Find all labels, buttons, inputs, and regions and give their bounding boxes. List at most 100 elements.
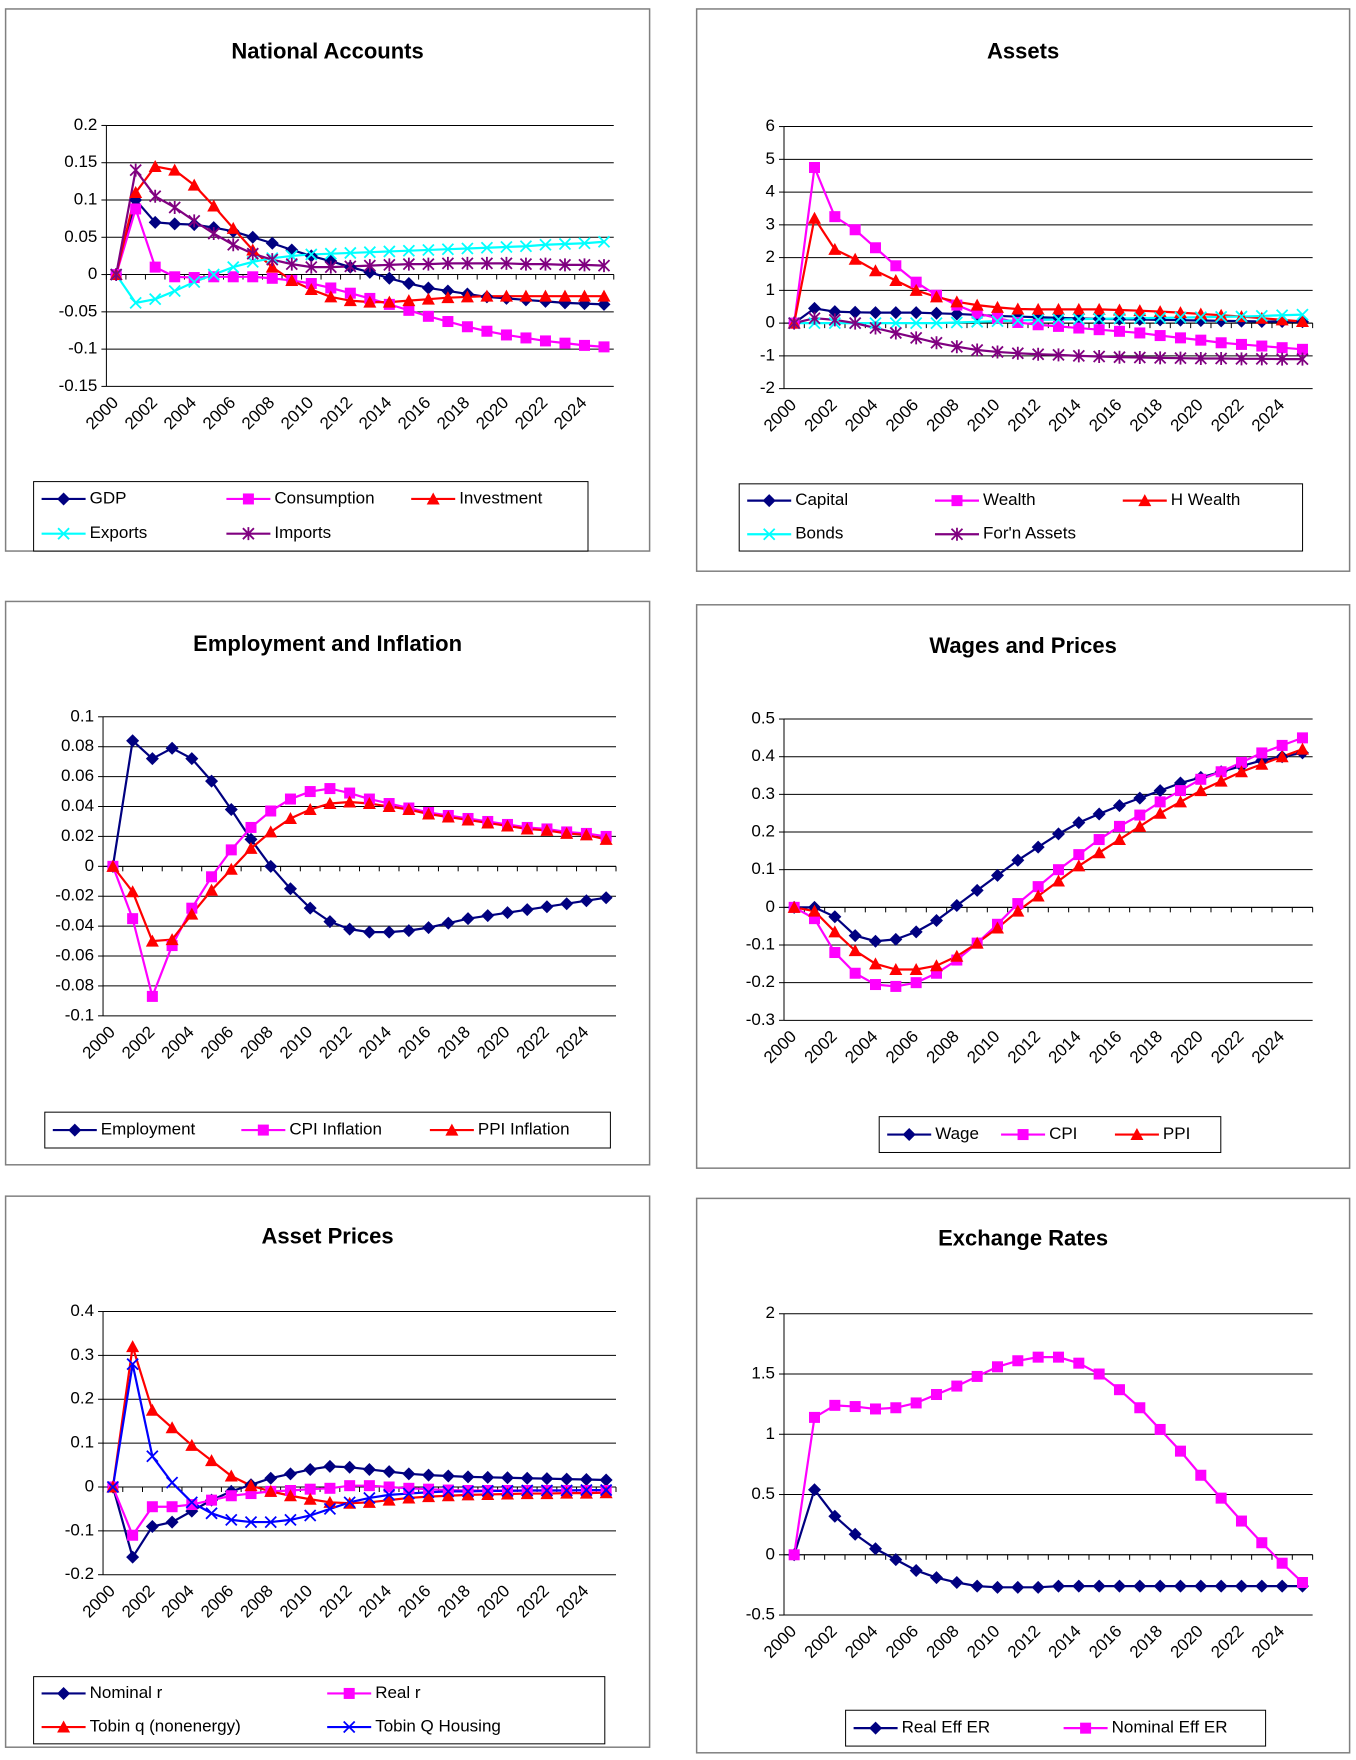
legend-marker (57, 527, 70, 540)
data-point (481, 1487, 495, 1500)
data-point (1032, 1351, 1044, 1363)
data-point (599, 1486, 613, 1499)
data-point (1296, 732, 1308, 744)
data-point (929, 306, 943, 320)
data-point (950, 316, 963, 329)
data-point (910, 276, 922, 288)
data-point (929, 959, 943, 972)
data-point (382, 295, 396, 308)
data-point (245, 821, 257, 833)
data-point (344, 1480, 356, 1492)
data-point (460, 290, 474, 303)
data-point (499, 289, 513, 302)
data-point (1112, 833, 1126, 846)
legend-marker (869, 1721, 883, 1735)
data-point (1011, 1580, 1025, 1594)
y-tick-label: 0.5 (751, 1484, 775, 1503)
data-point (421, 281, 435, 295)
chart-frame (695, 1197, 1351, 1754)
data-point (382, 1465, 396, 1479)
data-point (244, 1479, 258, 1492)
data-point (422, 310, 434, 322)
legend-box (33, 1676, 606, 1745)
data-point (480, 256, 494, 270)
data-point (1012, 316, 1024, 328)
data-point (1154, 311, 1167, 325)
data-point (145, 1519, 159, 1533)
data-point (402, 244, 416, 257)
data-point (304, 249, 318, 263)
data-point (909, 283, 923, 296)
data-point (1073, 322, 1085, 334)
data-point (127, 1529, 139, 1541)
y-tick-label: -0.08 (55, 975, 94, 994)
data-point (520, 822, 534, 835)
data-point (442, 316, 454, 328)
data-point (402, 803, 416, 816)
data-point (423, 1483, 435, 1495)
data-point (226, 221, 240, 234)
data-point (1215, 1492, 1227, 1504)
data-point (461, 1488, 475, 1501)
y-tick-label: 0.4 (70, 1301, 94, 1320)
data-point (165, 1421, 179, 1434)
data-point (207, 227, 220, 241)
data-point (1295, 314, 1309, 327)
data-point (1011, 346, 1024, 360)
data-point (1134, 327, 1146, 339)
y-tick-label: -0.1 (68, 339, 97, 358)
data-point (461, 912, 475, 926)
data-point (1092, 1579, 1106, 1593)
legend-marker (426, 492, 440, 505)
data-point (1276, 1557, 1288, 1569)
data-point (168, 284, 181, 298)
data-point (599, 1473, 613, 1487)
data-point (828, 313, 841, 327)
y-tick-label: -1 (760, 345, 775, 364)
data-point (227, 271, 239, 283)
y-tick-label: 1.5 (751, 1364, 775, 1383)
data-point (829, 947, 841, 959)
y-tick-label: -0.06 (55, 946, 94, 965)
legend-label: Consumption (274, 488, 374, 507)
data-point (362, 797, 376, 810)
data-point (1052, 1351, 1064, 1363)
data-point (849, 224, 861, 236)
data-point (1194, 307, 1208, 320)
data-point (127, 913, 139, 925)
legend-marker (1080, 1722, 1092, 1734)
data-point (224, 803, 238, 817)
data-point (868, 306, 882, 320)
data-point (950, 898, 964, 912)
data-point (970, 936, 984, 949)
data-point (148, 159, 162, 172)
data-point (284, 793, 296, 805)
data-point (1215, 337, 1227, 349)
data-point (481, 909, 495, 923)
y-tick-label: 0 (88, 264, 97, 283)
data-point (890, 260, 902, 272)
data-point (244, 832, 258, 846)
y-tick-label: 0.1 (70, 1433, 94, 1452)
data-point (1153, 806, 1167, 819)
legend-label: PPI (1163, 1124, 1190, 1143)
data-point (383, 1481, 395, 1493)
data-point (1072, 859, 1086, 872)
data-point (521, 1484, 534, 1497)
y-tick-label: 0.2 (74, 115, 98, 134)
legend-label: Real Eff ER (902, 1718, 991, 1737)
data-point (970, 298, 984, 311)
data-point (264, 1471, 278, 1485)
y-tick-label: -0.5 (746, 1605, 775, 1624)
data-point (1113, 312, 1126, 325)
data-point (1295, 742, 1309, 755)
data-point (1296, 308, 1309, 321)
data-point (421, 292, 435, 305)
data-point (205, 774, 219, 788)
data-point (382, 1488, 396, 1502)
data-point (558, 289, 572, 302)
legend-marker (343, 1720, 356, 1734)
data-point (383, 245, 396, 258)
data-point (126, 734, 140, 748)
data-point (828, 242, 842, 255)
